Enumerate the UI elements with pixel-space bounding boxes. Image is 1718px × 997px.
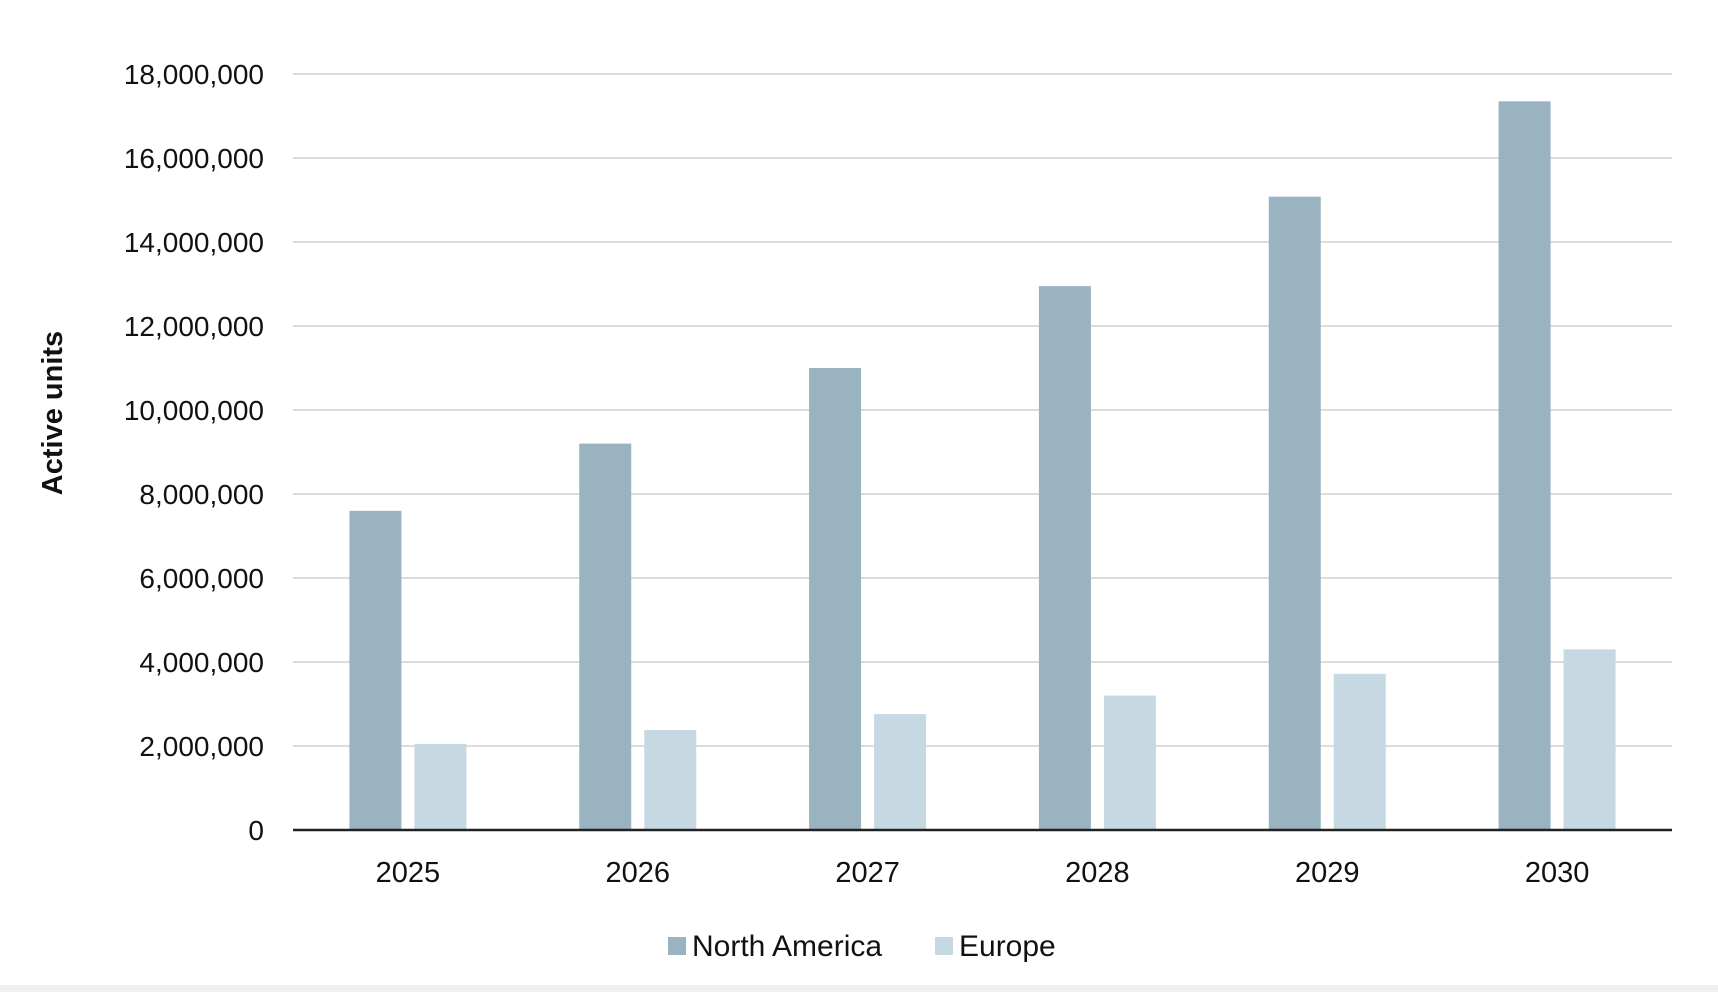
y-tick-label: 4,000,000 <box>139 647 264 678</box>
y-tick-label: 12,000,000 <box>124 311 264 342</box>
bottom-divider <box>0 985 1718 992</box>
x-tick-label: 2025 <box>376 857 441 889</box>
x-tick-label: 2030 <box>1525 857 1590 889</box>
y-tick-label: 14,000,000 <box>124 227 264 258</box>
bar-north-america-2028 <box>1038 286 1091 831</box>
bar-north-america-2029 <box>1268 196 1321 830</box>
y-axis-label: Active units <box>37 331 69 495</box>
legend-swatch <box>935 937 953 955</box>
bar-north-america-2026 <box>579 443 632 830</box>
bar-europe-2025 <box>414 743 467 830</box>
bar-europe-2027 <box>874 714 927 830</box>
y-tick-label: 2,000,000 <box>139 731 264 762</box>
y-tick-label: 0 <box>248 815 264 846</box>
x-tick-label: 2028 <box>1065 857 1130 889</box>
bar-europe-2026 <box>644 730 697 830</box>
y-tick-label: 8,000,000 <box>139 479 264 510</box>
gridlines <box>293 73 1672 747</box>
bar-north-america-2030 <box>1498 101 1551 831</box>
legend-label: North America <box>692 930 882 963</box>
bars <box>349 101 1616 831</box>
bar-north-america-2027 <box>809 368 862 830</box>
y-tick-label: 16,000,000 <box>124 143 264 174</box>
y-axis-ticks: 0 2,000,000 4,000,000 6,000,000 8,000,000 10,… <box>124 59 264 846</box>
legend: North America Europe <box>668 930 1056 963</box>
y-tick-label: 6,000,000 <box>139 563 264 594</box>
x-tick-label: 2026 <box>605 857 670 889</box>
y-tick-label: 18,000,000 <box>124 59 264 90</box>
bar-europe-2028 <box>1103 695 1156 830</box>
legend-swatch <box>668 937 686 955</box>
x-tick-label: 2029 <box>1295 857 1360 889</box>
y-tick-label: 10,000,000 <box>124 395 264 426</box>
legend-label: Europe <box>959 930 1056 963</box>
x-tick-label: 2027 <box>835 857 900 889</box>
x-axis-ticks: 2025 2026 2027 2028 2029 2030 <box>376 857 1590 889</box>
bar-europe-2029 <box>1333 673 1386 830</box>
bar-north-america-2025 <box>349 510 402 830</box>
bar-europe-2030 <box>1563 649 1616 830</box>
